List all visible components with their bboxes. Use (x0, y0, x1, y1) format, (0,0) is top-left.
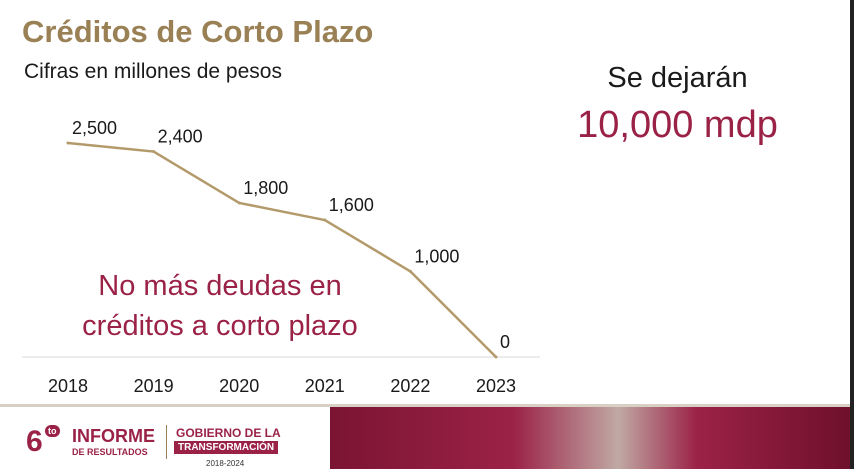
footer-logo-area: 6 to INFORME DE RESULTADOS GOBIERNO DE L… (0, 407, 330, 469)
slide-edge (850, 0, 854, 469)
savings-value: 10,000 mdp (577, 104, 778, 146)
data-label: 2,400 (158, 127, 203, 147)
x-tick-label: 2020 (219, 376, 259, 396)
logo-transformacion-text: TRANSFORMACIÓN (174, 441, 279, 454)
logo-years-text: 2018-2024 (206, 459, 245, 468)
x-tick-label: 2019 (134, 376, 174, 396)
logo-number-suffix: to (45, 425, 60, 437)
data-point (494, 355, 498, 359)
data-point (66, 141, 70, 145)
logo-number: 6 (26, 425, 43, 458)
logo-divider (166, 425, 167, 459)
footer-divider (0, 404, 854, 407)
footer-color-band (330, 407, 854, 469)
savings-label: Se dejarán (607, 62, 748, 94)
x-tick-label: 2021 (305, 376, 345, 396)
data-label: 1,800 (243, 178, 288, 198)
slide-title: Créditos de Corto Plazo (22, 14, 374, 49)
data-point (408, 269, 412, 273)
x-tick-label: 2018 (48, 376, 88, 396)
footer-banner: 6 to INFORME DE RESULTADOS GOBIERNO DE L… (0, 404, 854, 469)
slide-subtitle: Cifras en millones de pesos (24, 60, 282, 83)
message-line-1: No más deudas en (98, 270, 342, 302)
logo-resultados-text: DE RESULTADOS (72, 447, 148, 457)
highlight-message: No más deudas en créditos a corto plazo (40, 266, 400, 346)
data-label: 0 (500, 332, 510, 352)
data-point (323, 218, 327, 222)
data-label: 1,000 (414, 246, 459, 266)
message-line-2: créditos a corto plazo (82, 310, 358, 342)
data-label: 2,500 (72, 118, 117, 138)
data-point (152, 150, 156, 154)
data-label: 1,600 (329, 195, 374, 215)
x-tick-label: 2022 (390, 376, 430, 396)
logo-gobierno-text: GOBIERNO DE LA (176, 426, 281, 440)
x-tick-label: 2023 (476, 376, 516, 396)
data-point (237, 201, 241, 205)
series-line (67, 141, 497, 358)
logo-informe-text: INFORME (72, 426, 155, 446)
